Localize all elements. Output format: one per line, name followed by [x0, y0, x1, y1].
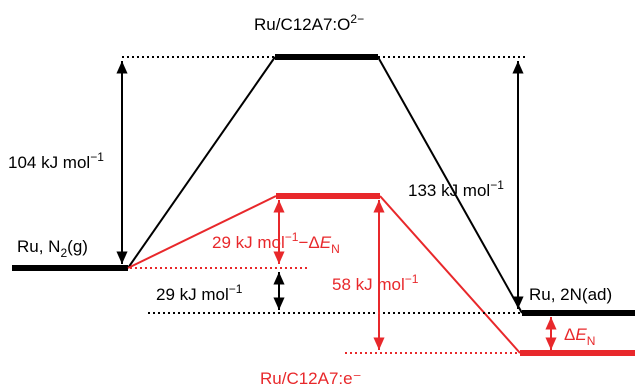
energy-arrows: [116, 60, 557, 350]
red-pathway: [127, 193, 635, 356]
delta-en-label: ΔEN: [564, 325, 595, 348]
initial-state-label: Ru, N2(g): [17, 237, 88, 260]
barrier-104-label: 104 kJ mol−1: [8, 150, 104, 172]
top-state-label: Ru/C12A7:O2−: [254, 12, 364, 34]
final-state-label: Ru, 2N(ad): [529, 285, 612, 304]
bottom-state-label: Ru/C12A7:e⁻: [260, 369, 362, 388]
red-rise-line: [127, 195, 277, 269]
barrier-133-label: 133 kJ mol−1: [408, 178, 504, 200]
red-fall-line: [379, 195, 521, 354]
offset-29-label: 29 kJ mol−1: [156, 282, 243, 304]
black-fall-line: [377, 56, 523, 314]
red-barrier-label: 29 kJ mol−1−ΔEN: [212, 230, 340, 256]
reference-lines: [122, 56, 526, 354]
black-pathway: [12, 54, 635, 316]
black-rise-line: [127, 56, 276, 269]
barrier-58-label: 58 kJ mol−1: [332, 272, 419, 294]
